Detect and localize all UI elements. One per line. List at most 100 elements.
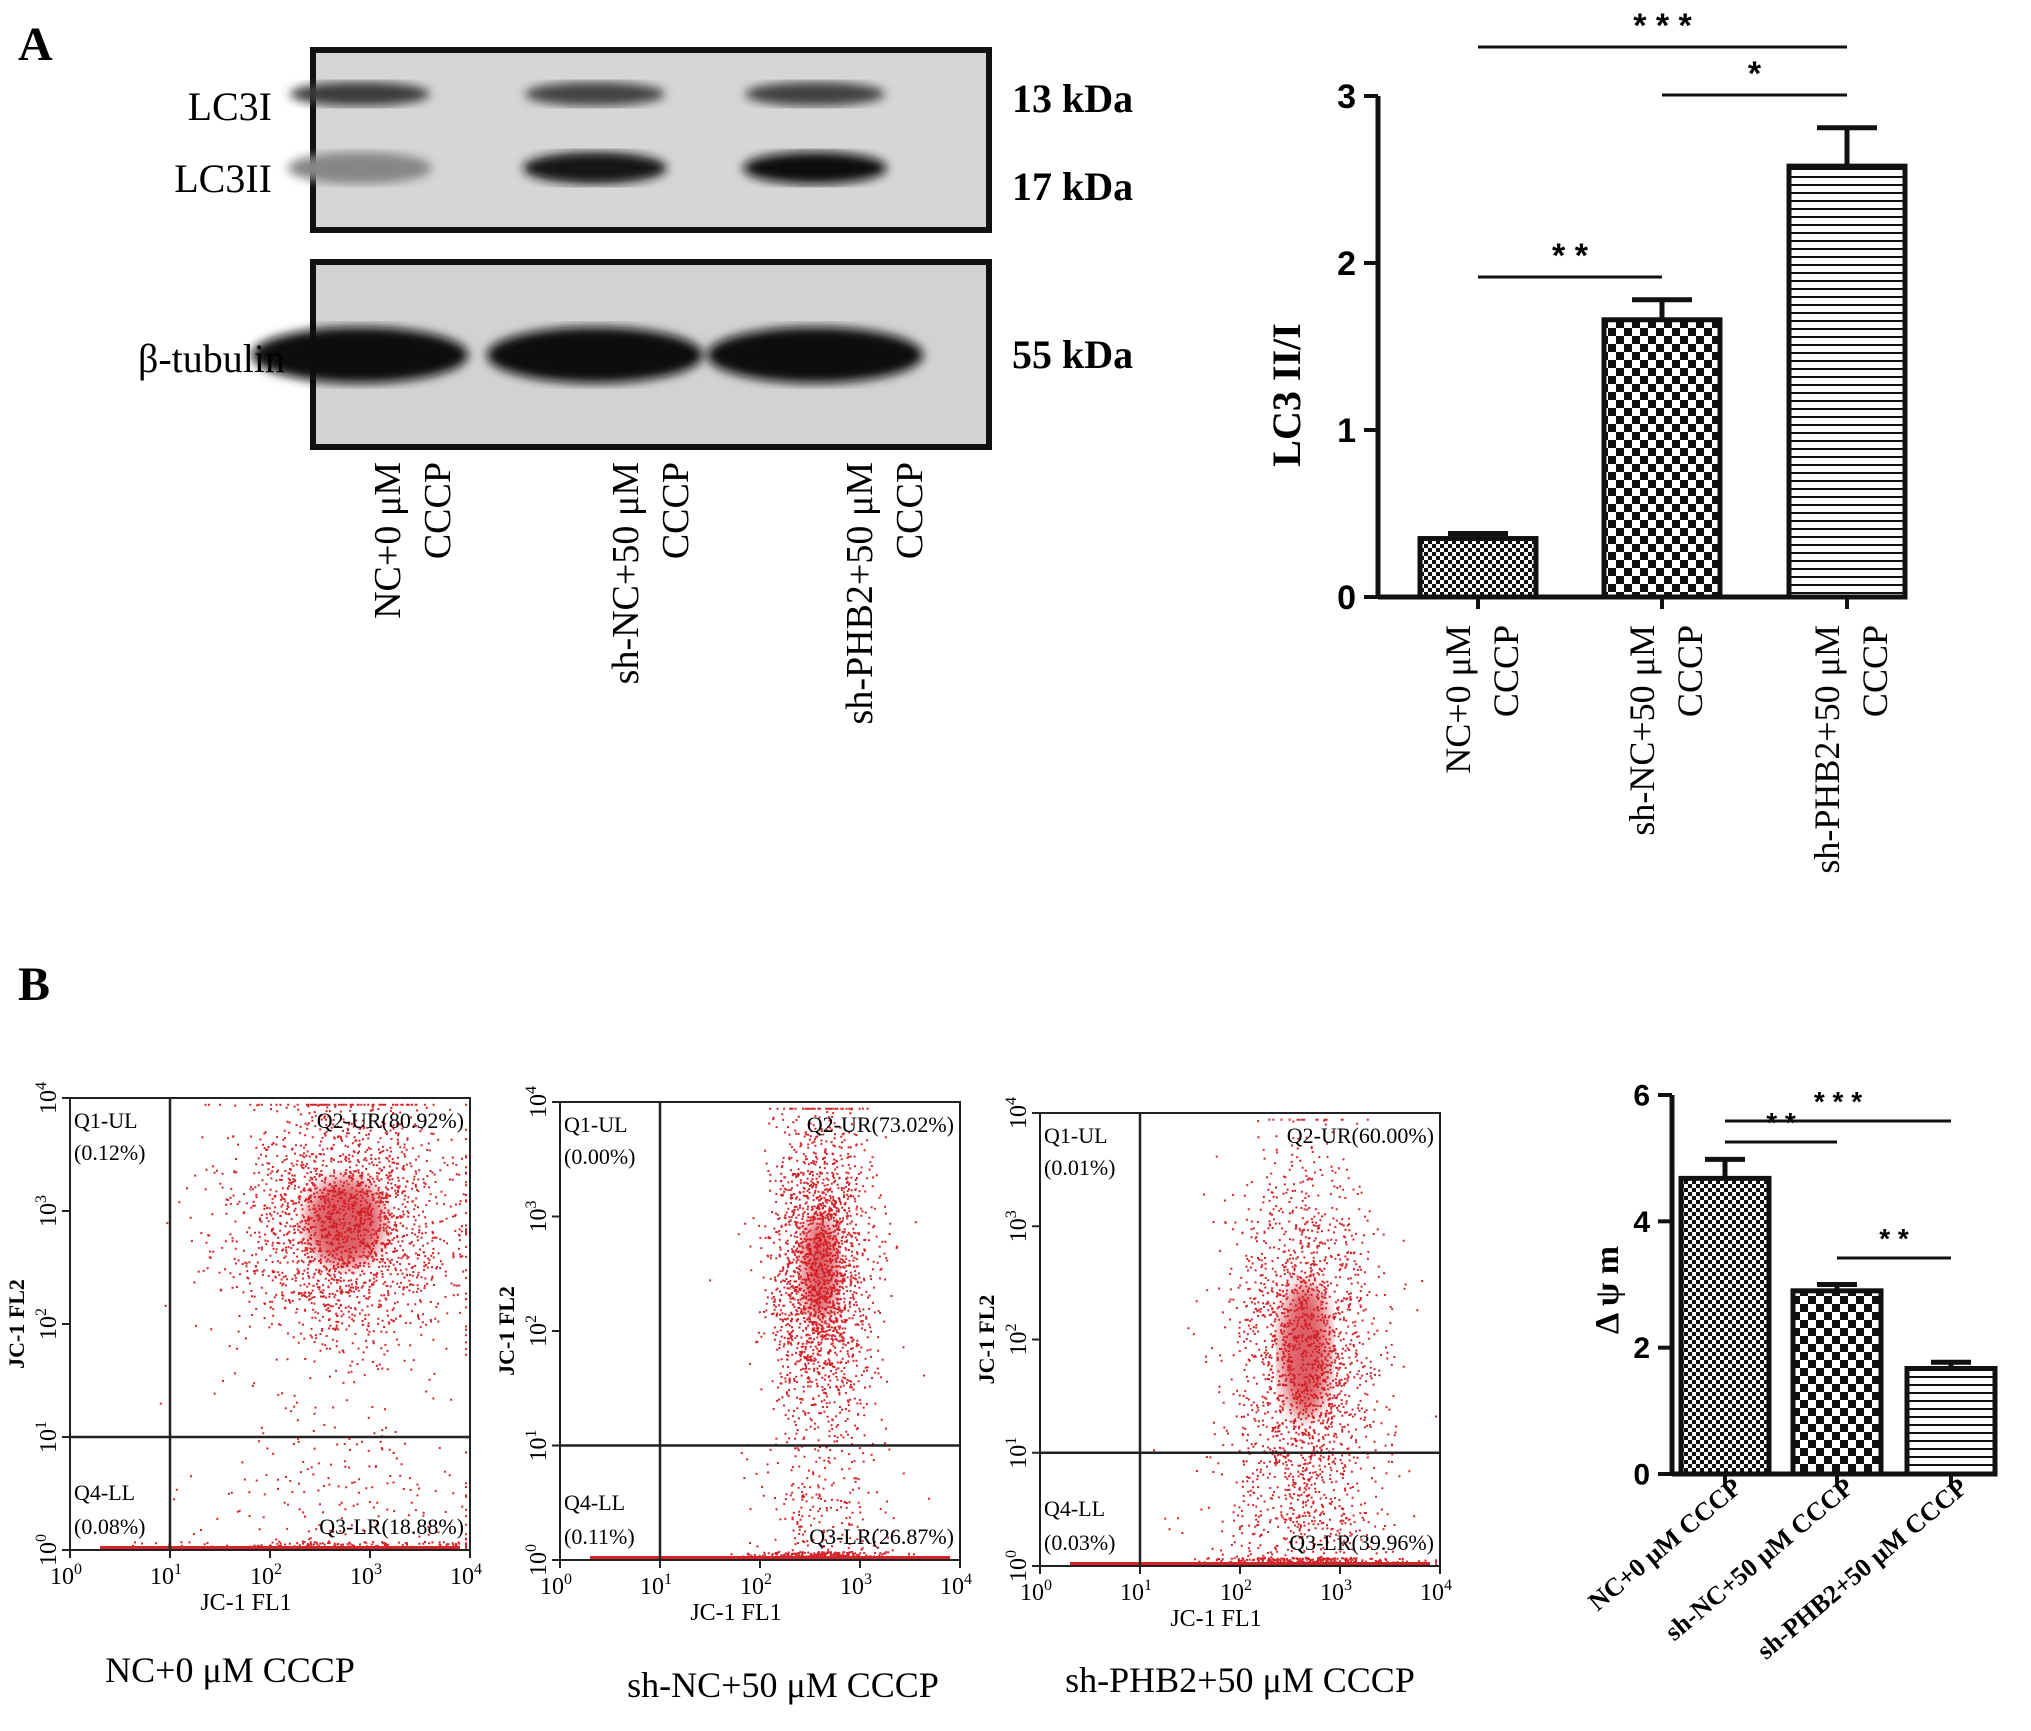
lane-label-1-line1: NC+0 μM [367, 462, 409, 619]
tick-base: 10 [1006, 1332, 1032, 1356]
band-lc3i [525, 82, 665, 106]
tick-base: 10 [526, 1438, 552, 1462]
tick-exponent: 0 [33, 1534, 50, 1542]
band-beta-tubulin [487, 327, 703, 383]
lane-label-1: NC+0 μM CCCP [367, 462, 459, 619]
x-tick-label: 102 [1220, 1577, 1252, 1606]
x-tick-label: 102 [740, 1571, 772, 1600]
x-category-label-line1: sh-PHB2+50 μM [1807, 625, 1847, 874]
y-tick-label-group: 100 [33, 1534, 62, 1566]
tick-exponent: 1 [33, 1421, 50, 1429]
tick-base: 10 [1420, 1580, 1444, 1606]
tick-exponent: 3 [1003, 1210, 1020, 1218]
y-tick-label: 0 [1337, 579, 1356, 617]
x-tick-label: 100 [1020, 1577, 1052, 1606]
x-category-label-line2: CCCP [1670, 625, 1710, 717]
tick-exponent: 4 [33, 1082, 50, 1090]
tick-exponent: 2 [523, 1315, 540, 1323]
tick-exponent: 3 [33, 1195, 50, 1203]
density-core [306, 1178, 384, 1266]
tick-exponent: 0 [564, 1571, 572, 1588]
scatter-dots [1070, 1118, 1437, 1566]
tick-base: 10 [640, 1574, 664, 1600]
y-axis-label-group: JC-1 FL2 [494, 1286, 519, 1376]
lane-label-2-line1: sh-NC+50 μM [605, 462, 647, 684]
band-lc3ii [523, 152, 667, 184]
quadrant-q2-label: Q2-UR(60.00%) [1287, 1123, 1434, 1148]
bar-a-ylabel: LC3 II/I [1264, 323, 1309, 466]
lane-label-2-line2: CCCP [655, 462, 697, 559]
quadrant-q2-label: Q2-UR(73.02%) [807, 1112, 954, 1137]
x-category-label: sh-PHB2+50 μM CCCP [1751, 1472, 1973, 1665]
tick-base: 10 [1020, 1580, 1044, 1606]
significance-label: * [1748, 55, 1762, 93]
band-lc3ii [288, 152, 432, 184]
flow-title-2: sh-NC+50 μM CCCP [627, 1665, 939, 1705]
x-tick-label: 101 [1120, 1577, 1152, 1606]
x-tick-label: 104 [940, 1571, 972, 1600]
tick-base: 10 [1006, 1558, 1032, 1582]
x-tick-label: 104 [450, 1561, 482, 1590]
y-axis-label-group: JC-1 FL2 [974, 1295, 999, 1385]
quadrant-q1-label: Q1-UL [1044, 1123, 1108, 1148]
y-tick-label: 3 [1337, 78, 1356, 116]
x-axis-label: JC-1 FL1 [690, 1600, 781, 1626]
kda-label-13: 13 kDa [1012, 76, 1133, 121]
quadrant-q1-label: Q1-UL [564, 1112, 628, 1137]
quadrant-q3-label: Q3-LR(39.96%) [1289, 1530, 1434, 1555]
y-tick-label: 0 [1633, 1459, 1650, 1492]
row-label-lc3ii: LC3II [174, 156, 272, 201]
bar [1601, 317, 1723, 600]
y-tick-label-group: 104 [523, 1086, 552, 1118]
tick-base: 10 [1006, 1218, 1032, 1242]
y-tick-label-group: 101 [33, 1421, 62, 1453]
tick-exponent: 1 [523, 1430, 540, 1438]
y-tick-label-group: 101 [523, 1430, 552, 1462]
y-tick-label: 4 [1633, 1206, 1650, 1239]
y-tick-label: 101 [1003, 1437, 1032, 1469]
tick-base: 10 [450, 1564, 474, 1590]
x-category-label: NC+0 μM CCCP [1438, 625, 1526, 774]
tick-exponent: 2 [1003, 1324, 1020, 1332]
tick-exponent: 2 [1244, 1577, 1252, 1594]
tick-base: 10 [940, 1574, 964, 1600]
quadrant-q4-pct: (0.08%) [74, 1514, 145, 1539]
flow-title-3: sh-PHB2+50 μM CCCP [1065, 1660, 1415, 1700]
y-tick-label-group: 103 [1003, 1210, 1032, 1242]
y-tick-label-group: 104 [1003, 1097, 1032, 1129]
lane-label-3-line1: sh-PHB2+50 μM [839, 462, 881, 724]
lane-label-2: sh-NC+50 μM CCCP [605, 462, 697, 684]
scatter-dots [100, 1103, 467, 1550]
x-category-label-line2: CCCP [1855, 625, 1895, 717]
row-label-lc3i: LC3I [188, 84, 272, 129]
bar [1786, 163, 1908, 600]
x-category-label: sh-NC+50 μM CCCP [1622, 625, 1710, 836]
quadrant-q3-label: Q3-LR(26.87%) [809, 1524, 954, 1549]
tick-exponent: 4 [1444, 1577, 1452, 1594]
tick-base: 10 [526, 1209, 552, 1233]
x-tick-label: 101 [150, 1561, 182, 1590]
quadrant-q4-label: Q4-LL [564, 1490, 625, 1515]
y-axis-label: JC-1 FL2 [974, 1295, 999, 1385]
y-tick-label: 101 [33, 1421, 62, 1453]
significance-label: * * [1552, 237, 1589, 275]
tick-base: 10 [526, 1323, 552, 1347]
quadrant-q1-pct: (0.01%) [1044, 1155, 1115, 1180]
y-tick-label: 100 [33, 1534, 62, 1566]
x-category-label-text: sh-PHB2+50 μM CCCP [1751, 1472, 1973, 1665]
scatter-points [132, 1103, 467, 1550]
tick-base: 10 [36, 1542, 62, 1566]
tick-exponent: 2 [33, 1308, 50, 1316]
x-tick-label: 100 [50, 1561, 82, 1590]
y-tick-label: 2 [1633, 1332, 1650, 1365]
quadrant-q4-pct: (0.11%) [564, 1524, 635, 1549]
x-category-label: sh-PHB2+50 μM CCCP [1807, 625, 1895, 874]
tick-exponent: 2 [764, 1571, 772, 1588]
tick-exponent: 1 [664, 1571, 672, 1588]
y-tick-label: 104 [1003, 1097, 1032, 1129]
tick-base: 10 [36, 1429, 62, 1453]
bar [1790, 1288, 1884, 1477]
